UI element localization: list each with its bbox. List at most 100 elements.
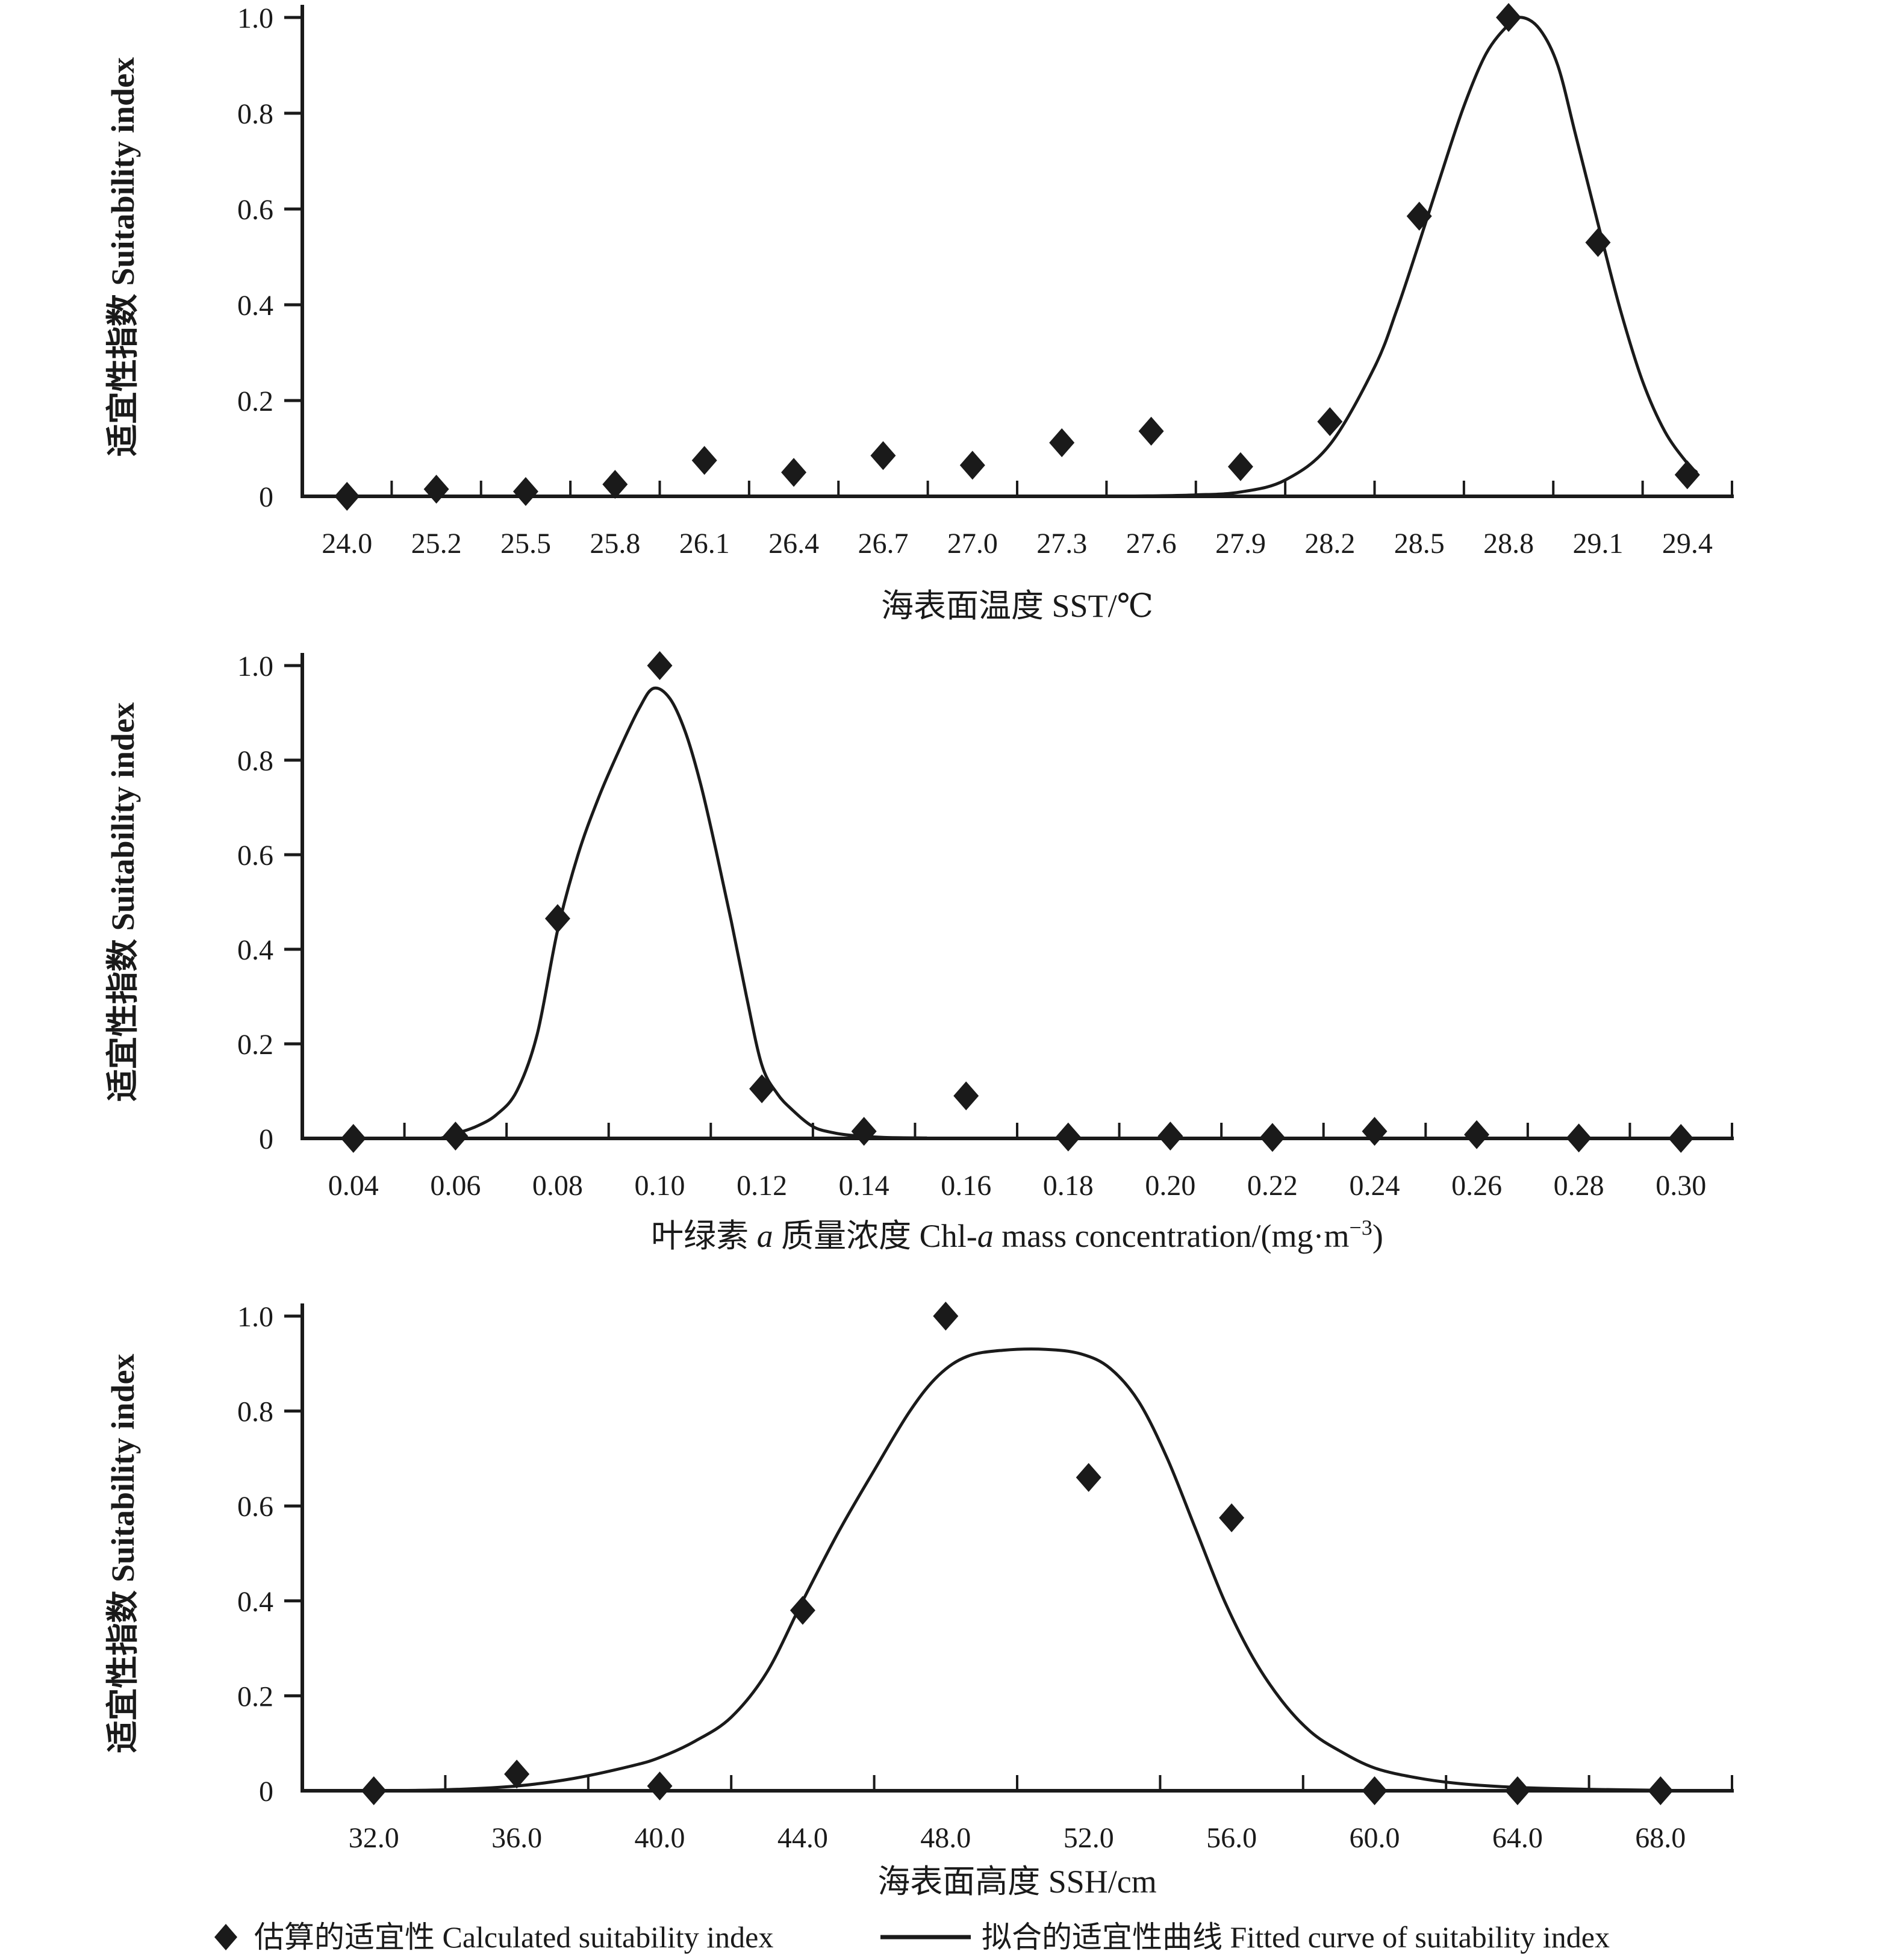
data-point-marker [512, 477, 538, 507]
x-tick-label: 68.0 [1635, 1822, 1686, 1854]
x-tick-label: 29.1 [1572, 528, 1623, 560]
x-tick-label: 29.4 [1662, 528, 1713, 560]
x-axis-title: 海表面温度 SST/℃ [881, 588, 1153, 624]
fitted-curve [1104, 16, 1698, 498]
fitted-curve [438, 686, 1724, 1140]
data-point-marker [647, 651, 673, 680]
legend: 估算的适宜性 Calculated suitability index 拟合的适… [214, 1920, 1610, 1954]
x-tick-label: 26.7 [858, 528, 908, 560]
y-tick-label: 0.8 [237, 98, 273, 130]
y-tick-label: 0.2 [237, 385, 273, 417]
axes [301, 5, 1734, 498]
data-point-marker [1464, 1120, 1490, 1149]
x-tick-label: 44.0 [777, 1822, 828, 1854]
data-point-marker [933, 1302, 959, 1331]
data-point-marker [334, 482, 360, 511]
data-point-marker [781, 458, 807, 487]
x-tick-label: 25.2 [411, 528, 462, 560]
x-tick-label: 27.0 [947, 528, 998, 560]
data-point-marker [790, 1596, 815, 1625]
x-tick-label: 0.22 [1247, 1170, 1298, 1202]
x-tick-label: 0.30 [1656, 1170, 1706, 1202]
y-tick-label: 0 [259, 1776, 273, 1808]
legend-calculated-label: 估算的适宜性 Calculated suitability index [254, 1920, 773, 1954]
chart-chla: 0 0.2 0.4 0.6 0.8 1.0 0.04 0.06 0.08 0.10 0.12 0.14… [105, 651, 1734, 1254]
x-tick-label: 0.20 [1145, 1170, 1195, 1202]
data-point-marker [1259, 1123, 1285, 1152]
x-tick-label: 0.04 [328, 1170, 379, 1202]
x-axis-title: 叶绿素 a 质量浓度 Chl-a mass concentration/(mg·… [651, 1216, 1383, 1254]
x-tick-label: 0.16 [941, 1170, 991, 1202]
data-point-marker [423, 475, 449, 504]
data-point-marker [361, 1776, 387, 1805]
data-point-marker [1157, 1122, 1183, 1151]
data-point-marker [691, 446, 717, 475]
x-tick-label: 0.14 [839, 1170, 889, 1202]
x-tick-label: 27.9 [1215, 528, 1266, 560]
x-tick-label: 52.0 [1064, 1822, 1114, 1854]
x-tick-label: 28.8 [1483, 528, 1534, 560]
data-point-marker [1362, 1776, 1388, 1805]
legend-marker-icon [214, 1924, 237, 1950]
x-tick-label: 0.06 [430, 1170, 481, 1202]
data-point-marker [1138, 416, 1164, 446]
data-point-marker [870, 441, 896, 470]
x-tick-label: 48.0 [920, 1822, 971, 1854]
data-point-marker [1504, 1776, 1530, 1805]
data-point-marker [602, 470, 628, 499]
data-point-marker [1219, 1503, 1245, 1532]
x-tick-label: 0.28 [1554, 1170, 1604, 1202]
data-point-marker [1076, 1462, 1101, 1492]
y-tick-label: 0.4 [237, 934, 273, 966]
data-point-marker [1566, 1123, 1592, 1153]
x-tick-label: 26.1 [679, 528, 730, 560]
x-tick-label: 40.0 [635, 1822, 685, 1854]
legend-fitted-label: 拟合的适宜性曲线 Fitted curve of suitability ind… [982, 1920, 1610, 1954]
y-axis-title: 适宜性指数 Suitability index [105, 57, 141, 457]
x-tick-label: 0.24 [1350, 1170, 1400, 1202]
data-point-marker [959, 451, 985, 480]
y-tick-label: 0.4 [237, 290, 273, 322]
data-point-marker [1317, 407, 1343, 436]
y-tick-label: 0.8 [237, 745, 273, 777]
x-tick-label: 24.0 [322, 528, 372, 560]
y-tick-label: 0.8 [237, 1396, 273, 1428]
chart-ssh: 0 0.2 0.4 0.6 0.8 1.0 32.0 36.0 40.0 44.0 48.0 52.0… [105, 1301, 1734, 1900]
data-point-marker [1648, 1776, 1674, 1805]
x-tick-label: 0.08 [532, 1170, 583, 1202]
data-point-marker [340, 1124, 366, 1153]
x-tick-label: 25.8 [590, 528, 640, 560]
data-point-marker [443, 1122, 469, 1151]
data-point-marker [851, 1117, 877, 1146]
x-axis-title: 海表面高度 SSH/cm [877, 1864, 1157, 1900]
data-point-marker [1049, 428, 1075, 457]
x-tick-label: 28.2 [1304, 528, 1355, 560]
y-tick-label: 0.2 [237, 1029, 273, 1061]
y-axis-title: 适宜性指数 Suitability index [105, 702, 141, 1102]
x-tick-label: 0.18 [1043, 1170, 1094, 1202]
y-tick-label: 0.2 [237, 1681, 273, 1712]
data-point-marker [647, 1771, 673, 1801]
data-point-marker [1055, 1122, 1081, 1152]
x-tick-label: 0.26 [1451, 1170, 1502, 1202]
x-tick-label: 56.0 [1206, 1822, 1257, 1854]
data-point-marker [1362, 1117, 1388, 1146]
x-tick-label: 32.0 [349, 1822, 399, 1854]
data-point-marker [1406, 201, 1432, 231]
x-tick-label: 60.0 [1350, 1822, 1400, 1854]
data-point-marker [544, 904, 570, 933]
data-point-marker [953, 1081, 979, 1111]
x-tick-label: 27.3 [1036, 528, 1087, 560]
y-tick-label: 0 [259, 1123, 273, 1155]
axes [301, 653, 1734, 1140]
y-tick-label: 0.6 [237, 840, 273, 872]
y-axis-title: 适宜性指数 Suitability index [105, 1353, 141, 1753]
x-tick-label: 27.6 [1126, 528, 1177, 560]
x-tick-label: 36.0 [491, 1822, 542, 1854]
data-point-marker [1585, 228, 1611, 257]
chart-sst: 0 0.2 0.4 0.6 0.8 1.0 24.0 25.2 25.5 25.8 26.1 26.4… [105, 2, 1734, 624]
y-tick-label: 0.6 [237, 194, 273, 226]
x-tick-label: 28.5 [1394, 528, 1445, 560]
y-tick-label: 0.4 [237, 1586, 273, 1618]
fitted-curve [372, 1347, 1662, 1793]
